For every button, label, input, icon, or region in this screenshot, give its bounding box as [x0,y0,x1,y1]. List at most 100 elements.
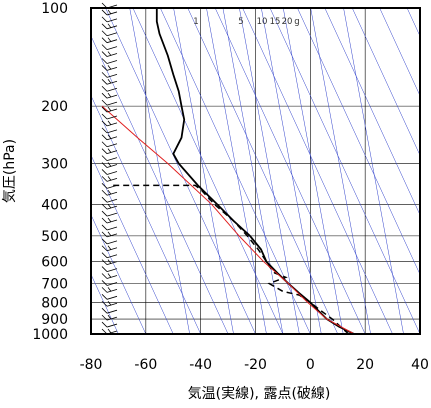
x-tick-label: -40 [189,357,212,373]
dry-adiabat-line [297,8,420,276]
wind-barb [101,99,118,106]
x-tick-label: 0 [306,357,315,373]
mixing-ratio-label: 15 [270,17,281,27]
wind-barb [101,266,118,272]
dry-adiabat-line [105,8,256,334]
wind-barb [101,155,118,161]
x-tick-label: -60 [134,357,157,373]
wind-barb [101,280,118,286]
temperature-line [155,8,355,334]
dry-adiabat-line [91,35,229,334]
dry-adiabat-line [324,8,420,216]
mixing-ratio-label: 1 [193,17,198,27]
x-tick-label: 40 [411,357,429,373]
mixing-ratio-label: 5 [238,17,243,27]
x-axis-title: 気温(実線), 露点(破線) [188,386,331,402]
mixing-ratio-line [206,8,267,334]
y-tick-label: 200 [41,99,68,115]
dry-adiabat-line [352,8,420,156]
dry-adiabat-line [242,8,393,334]
y-tick-label: 300 [41,157,68,173]
wind-barb [101,300,118,307]
wind-barb [101,51,118,57]
x-tick-label: -80 [80,357,103,373]
dry-adiabat-line [91,154,174,334]
y-tick-label: 400 [41,197,68,213]
y-tick-label: 500 [41,229,68,245]
dry-adiabat-line [379,8,420,97]
mixing-ratio-line [129,8,190,334]
wind-barb [101,141,118,148]
dry-adiabat-line [187,8,338,334]
y-tick-label: 1000 [32,327,68,343]
wind-barb [101,210,118,217]
wind-barb [101,92,118,99]
pressure-grid [91,7,420,335]
wind-barbs [101,2,118,335]
wind-barb [101,23,118,30]
wind-barb [101,65,118,71]
wind-barb [101,113,118,120]
dry-adiabat-line [91,214,147,334]
dry-adiabat-line [160,8,311,334]
x-tick-label: -20 [244,357,267,373]
wind-barb [101,224,118,231]
wind-barb [101,196,118,203]
wind-barb [101,183,118,189]
parcel-line [101,105,355,334]
wind-barb [101,169,118,175]
mixing-ratio-line [310,8,371,334]
dry-adiabat-line [91,273,119,334]
wind-barb [101,58,118,64]
wind-barb [101,273,118,279]
y-tick-label: 700 [41,277,68,293]
mixing-ratio-line [343,8,404,334]
dry-adiabat-line [269,8,420,334]
y-tick-label: 600 [41,255,68,271]
mixing-ratio-line [282,8,344,334]
thermo-background-lines [91,8,420,334]
mixing-ratio-label: 10 [257,17,268,27]
mixing-ratio-line [222,8,284,334]
wind-barb [101,314,118,321]
wind-barb [101,217,118,224]
wind-barb [101,252,118,259]
dry-adiabat-line [214,8,366,334]
wind-barb [101,294,118,300]
wind-barb [101,106,118,113]
wind-barb [101,287,118,293]
y-axis-title: 気圧(hPa) [2,139,18,203]
dry-adiabat-line [91,95,201,334]
wind-barb [101,259,118,266]
wind-barb [101,162,118,168]
mixing-ratio-label: 20 [282,17,293,27]
wind-barb [101,307,118,314]
mixing-ratio-labels: 1 5 10 15 20 g [193,17,299,27]
wind-barb [101,189,118,196]
x-tick-labels: -80 -60 -40 -20 0 20 40 [80,357,429,373]
y-tick-label: 100 [41,1,68,17]
dry-adiabat-line [132,8,284,334]
wind-barb [101,134,118,141]
mixing-ratio-line [261,8,322,334]
wind-barb [101,85,118,92]
y-tick-label: 800 [41,295,68,311]
plot-frame [90,7,421,335]
wind-barb [101,148,118,155]
x-tick-label: 20 [356,357,374,373]
wind-barb [101,9,118,16]
mixing-ratio-line [173,8,234,334]
wind-barb [101,176,118,182]
mixing-ratio-label: g [294,17,299,27]
wind-barb [101,203,118,210]
sounding-series [101,8,355,334]
wind-barb [101,79,118,85]
wind-barb [101,16,118,23]
y-tick-label: 900 [41,312,68,328]
wind-barb [101,37,118,44]
wind-barb [101,44,118,51]
wind-barb [101,127,118,134]
wind-barb [101,238,118,245]
